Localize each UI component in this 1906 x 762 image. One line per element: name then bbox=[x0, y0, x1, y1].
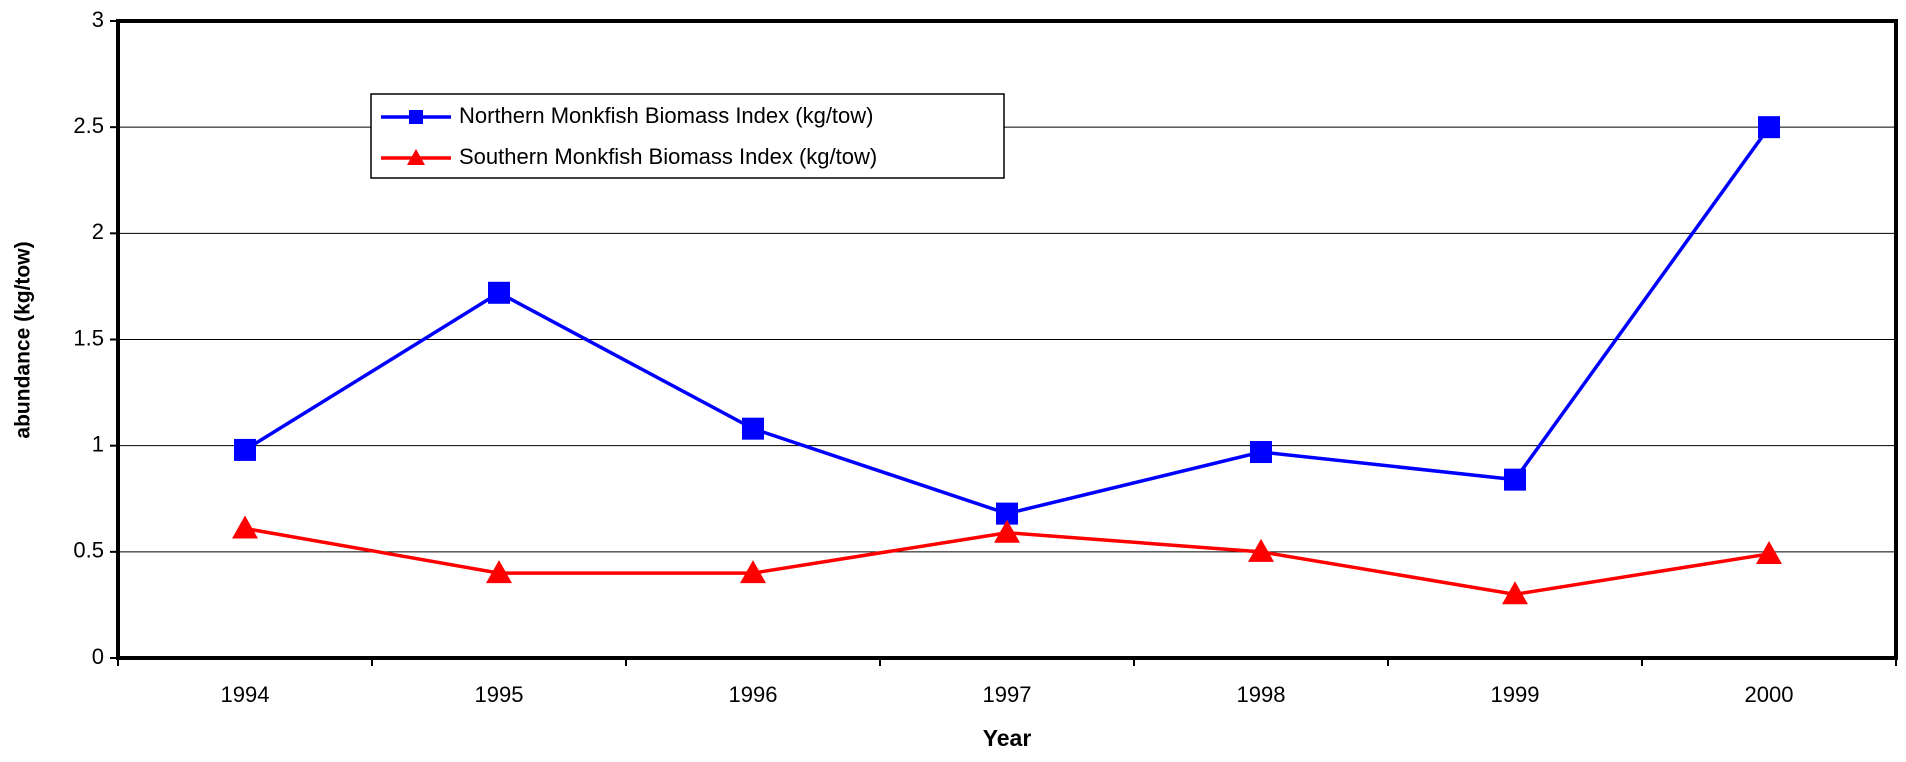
marker bbox=[1756, 540, 1782, 564]
x-tick-label: 1997 bbox=[983, 682, 1032, 707]
marker bbox=[234, 438, 256, 461]
x-tick-label: 1995 bbox=[475, 682, 524, 707]
y-tick-label: 1.5 bbox=[73, 325, 104, 350]
marker bbox=[742, 417, 764, 440]
marker bbox=[1502, 581, 1528, 605]
x-tick-label: 1998 bbox=[1237, 682, 1286, 707]
y-tick-label: 2 bbox=[92, 219, 104, 244]
marker bbox=[1504, 468, 1526, 491]
marker bbox=[486, 560, 512, 584]
x-tick-label: 2000 bbox=[1745, 682, 1794, 707]
series-line bbox=[244, 126, 1771, 516]
y-tick-label: 1 bbox=[92, 431, 104, 456]
marker bbox=[232, 515, 258, 539]
y-tick-label: 0 bbox=[92, 644, 104, 669]
x-axis-label: Year bbox=[983, 725, 1032, 751]
legend-marker bbox=[407, 149, 425, 165]
legend-label: Northern Monkfish Biomass Index (kg/tow) bbox=[459, 103, 874, 128]
plot-frame bbox=[116, 19, 1898, 660]
marker bbox=[1758, 116, 1780, 139]
y-tick-label: 3 bbox=[92, 7, 104, 32]
marker bbox=[1250, 441, 1272, 464]
x-tick-label: 1996 bbox=[729, 682, 778, 707]
legend-marker bbox=[409, 110, 423, 124]
legend-label: Southern Monkfish Biomass Index (kg/tow) bbox=[459, 144, 877, 169]
y-axis-label: abundance (kg/tow) bbox=[12, 241, 35, 438]
marker bbox=[740, 560, 766, 584]
x-tick-label: 1999 bbox=[1491, 682, 1540, 707]
y-tick-label: 2.5 bbox=[73, 113, 104, 138]
x-tick-label: 1994 bbox=[221, 682, 270, 707]
legend-box bbox=[370, 93, 1005, 179]
marker bbox=[994, 519, 1020, 543]
y-tick-label: 0.5 bbox=[73, 538, 104, 563]
marker bbox=[488, 281, 510, 304]
marker bbox=[1248, 538, 1274, 562]
marker bbox=[996, 502, 1018, 525]
legend: Northern Monkfish Biomass Index (kg/tow)… bbox=[370, 93, 1005, 179]
